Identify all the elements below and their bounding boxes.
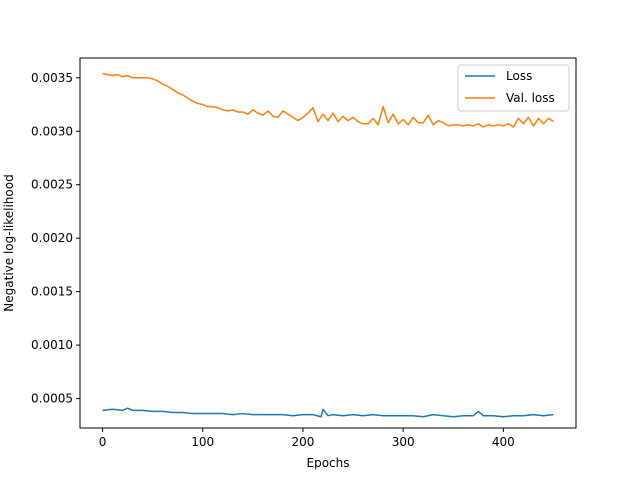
y-tick-label: 0.0010 bbox=[31, 338, 73, 352]
axes-frame bbox=[79, 57, 577, 429]
plot-lines bbox=[102, 72, 554, 418]
y-tick-label: 0.0005 bbox=[31, 392, 73, 406]
legend-label-val-loss: Val. loss bbox=[506, 91, 555, 105]
x-tick-label: 100 bbox=[191, 435, 214, 449]
legend-label-loss: Loss bbox=[506, 69, 532, 83]
x-tick-label: 0 bbox=[99, 435, 107, 449]
x-tick-label: 400 bbox=[492, 435, 515, 449]
x-axis-label: Epochs bbox=[307, 456, 350, 470]
x-tick-label: 300 bbox=[392, 435, 415, 449]
legend: Loss Val. loss bbox=[457, 64, 570, 112]
y-tick-label: 0.0015 bbox=[31, 285, 73, 299]
y-tick-label: 0.0030 bbox=[31, 124, 73, 138]
y-tick-label: 0.0035 bbox=[31, 71, 73, 85]
x-axis-ticks: 0 100 200 300 400 bbox=[99, 428, 515, 449]
y-tick-label: 0.0020 bbox=[31, 231, 73, 245]
y-axis-label: Negative log-likelihood bbox=[2, 174, 16, 311]
y-axis-ticks: 0.0005 0.0010 0.0015 0.0020 0.0025 0.0030 0.00… bbox=[31, 71, 80, 406]
x-tick-label: 200 bbox=[291, 435, 314, 449]
y-tick-label: 0.0025 bbox=[31, 178, 73, 192]
series-line-val-loss bbox=[102, 72, 554, 128]
series-line-loss bbox=[102, 407, 554, 418]
